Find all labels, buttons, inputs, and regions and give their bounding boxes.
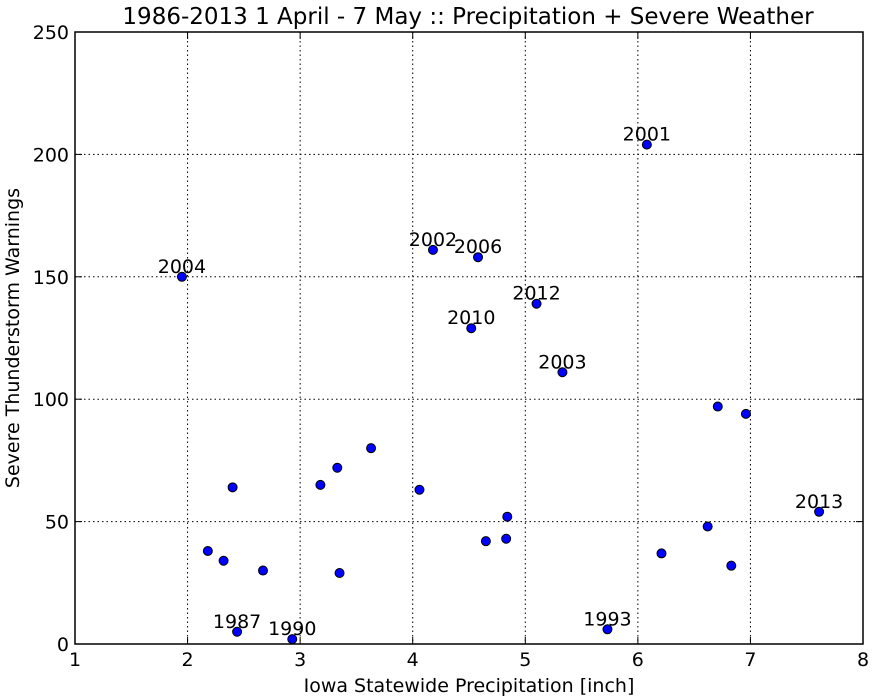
data-point — [427, 244, 438, 255]
y-tick-label: 150 — [33, 267, 69, 289]
data-point — [332, 462, 343, 473]
data-point — [414, 484, 425, 495]
data-point — [202, 545, 213, 556]
y-tick-label: 100 — [33, 389, 69, 411]
data-point — [502, 511, 513, 522]
year-annotation: 2002 — [409, 229, 457, 251]
data-point — [641, 139, 652, 150]
year-annotation: 1990 — [268, 618, 316, 640]
x-tick-label: 1 — [69, 649, 81, 671]
x-tick-label: 2 — [182, 649, 194, 671]
data-point — [814, 506, 825, 517]
y-tick-label: 50 — [45, 512, 69, 534]
year-annotation: 1993 — [583, 608, 631, 630]
data-point — [466, 323, 477, 334]
data-point — [227, 482, 238, 493]
data-point — [557, 367, 568, 378]
chart-title: 1986-2013 1 April - 7 May :: Precipitati… — [122, 4, 814, 30]
annotation-layer: 2004 1987 1990 2002 2010 2006 2012 2003 1993 2001… — [158, 124, 844, 640]
grid-layer — [75, 32, 863, 644]
data-point — [232, 626, 243, 637]
x-tick-label: 5 — [519, 649, 531, 671]
data-point — [334, 568, 345, 579]
year-annotation: 2004 — [158, 256, 206, 278]
tick-layer: 1 2 3 4 5 6 7 8 0 50 100 150 200 250 — [33, 22, 869, 671]
data-point — [602, 624, 613, 635]
data-point — [501, 533, 512, 544]
y-axis-label: Severe Thunderstorm Warnings — [2, 188, 24, 488]
x-tick-label: 7 — [744, 649, 756, 671]
y-tick-label: 250 — [33, 22, 69, 44]
y-tick-label: 200 — [33, 144, 69, 166]
data-point — [218, 555, 229, 566]
data-point — [531, 298, 542, 309]
y-tick-label: 0 — [57, 634, 69, 656]
year-annotation: 2010 — [447, 307, 495, 329]
data-point — [315, 479, 326, 490]
year-annotation: 2012 — [512, 283, 560, 305]
data-point — [287, 634, 298, 645]
data-point — [480, 536, 491, 547]
year-annotation: 2006 — [454, 236, 502, 258]
x-tick-label: 4 — [407, 649, 419, 671]
data-point — [702, 521, 713, 532]
data-point — [257, 565, 268, 576]
x-axis-label: Iowa Statewide Precipitation [inch] — [304, 675, 635, 697]
year-annotation: 2013 — [795, 491, 843, 513]
year-annotation: 2001 — [623, 124, 671, 146]
data-point — [726, 560, 737, 571]
data-point — [473, 252, 484, 263]
year-annotation: 1987 — [213, 611, 261, 633]
plot-area — [74, 31, 864, 645]
data-point — [740, 408, 751, 419]
point-layer — [176, 139, 825, 645]
year-annotation: 2003 — [538, 351, 586, 373]
x-tick-label: 8 — [857, 649, 869, 671]
data-point — [366, 443, 377, 454]
x-tick-label: 6 — [632, 649, 644, 671]
data-point — [656, 548, 667, 559]
data-point — [176, 271, 187, 282]
x-tick-label: 3 — [294, 649, 306, 671]
data-point — [712, 401, 723, 412]
